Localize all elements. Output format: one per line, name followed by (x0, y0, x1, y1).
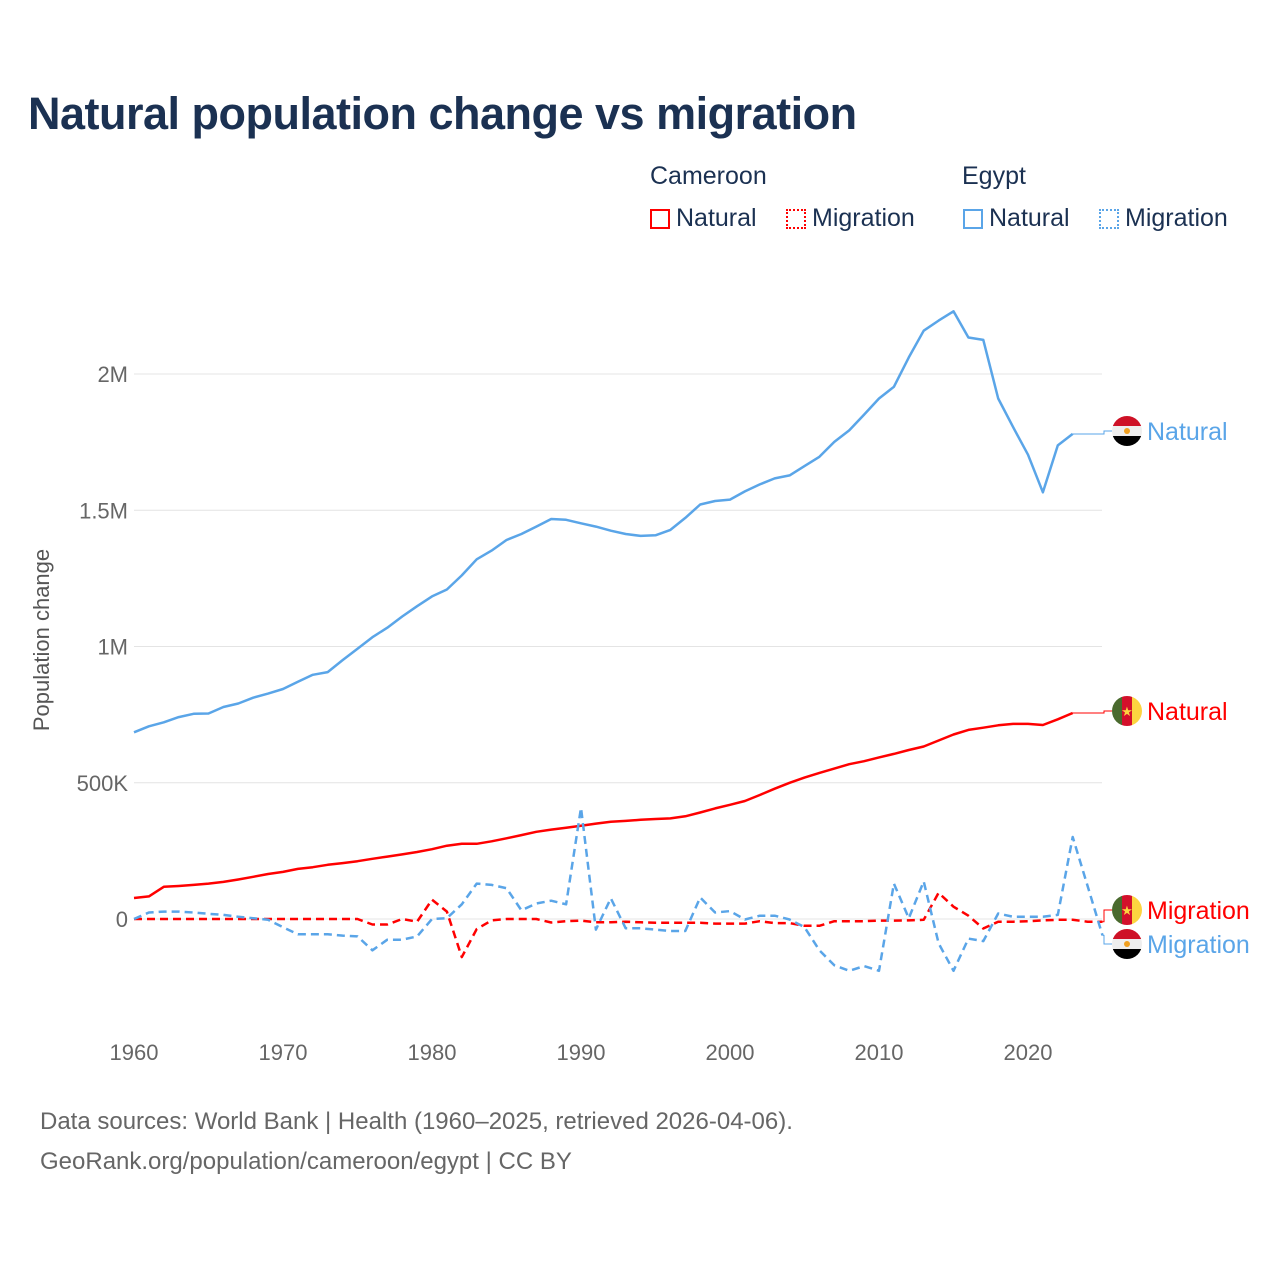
flag-eagle (1124, 941, 1130, 947)
source-url[interactable]: GeoRank.org/population/cameroon/egypt | … (40, 1148, 572, 1175)
y-tick-label: 2M (97, 362, 128, 387)
flag-stripe (1122, 895, 1132, 925)
flag-egypt-icon (1112, 416, 1142, 446)
x-tick-label: 2000 (706, 1040, 755, 1065)
legend-swatch-dotted-icon (786, 208, 806, 229)
legend-group-egypt: Egypt (962, 162, 1026, 190)
flag-star: ★ (1121, 704, 1133, 719)
legend-label: Natural (676, 204, 757, 232)
x-tick-label: 2020 (1004, 1040, 1053, 1065)
source-note: Data sources: World Bank | Health (1960–… (40, 1108, 793, 1135)
flag-body (1112, 929, 1142, 959)
flag-stripe (1132, 696, 1142, 726)
flag-stripe (1132, 895, 1142, 925)
legend-label: Migration (812, 204, 915, 232)
legend-item-cameroon-migration[interactable]: Migration (786, 204, 915, 233)
y-tick-label: 1.5M (79, 498, 128, 523)
y-tick-label: 500K (77, 771, 129, 796)
legend-swatch-solid-icon (963, 208, 983, 229)
y-tick-label: 0 (116, 907, 128, 932)
series-end-label: Migration (1147, 931, 1250, 959)
label-connector (1072, 430, 1112, 435)
x-tick-label: 1990 (557, 1040, 606, 1065)
flag-stripe (1112, 949, 1142, 959)
flag-stripe (1112, 929, 1142, 939)
legend-swatch-dotted-icon (1099, 208, 1119, 229)
legend-swatch-solid-icon (650, 208, 670, 229)
series-end-label: Migration (1147, 897, 1250, 925)
flag-egypt-icon (1112, 929, 1142, 959)
legend-item-egypt-natural[interactable]: Natural (963, 204, 1070, 233)
flag-stripe (1112, 416, 1142, 426)
flag-body: ★ (1112, 895, 1142, 925)
flag-body (1112, 416, 1142, 446)
x-tick-label: 1970 (259, 1040, 308, 1065)
x-tick-label: 1960 (110, 1040, 159, 1065)
flag-cameroon-icon: ★ (1112, 895, 1142, 925)
legend-label: Natural (989, 204, 1070, 232)
chart-title: Natural population change vs migration (28, 88, 857, 139)
flag-eagle (1124, 428, 1130, 434)
flag-stripe (1112, 895, 1122, 925)
series-line-egypt-natural (133, 310, 1074, 734)
flag-star: ★ (1121, 903, 1133, 918)
series-end-label: Natural (1147, 418, 1228, 446)
series-line-egypt-migration (133, 806, 1104, 973)
legend-item-cameroon-natural[interactable]: Natural (650, 204, 757, 233)
legend-group-cameroon: Cameroon (650, 162, 767, 190)
legend-item-egypt-migration[interactable]: Migration (1099, 204, 1228, 233)
y-tick-label: 1M (97, 635, 128, 660)
label-connector (1102, 934, 1112, 945)
series-end-label: Natural (1147, 698, 1228, 726)
x-tick-label: 2010 (855, 1040, 904, 1065)
flag-stripe (1112, 696, 1122, 726)
label-connector (1072, 710, 1112, 714)
label-connector (1102, 909, 1112, 923)
flag-body: ★ (1112, 696, 1142, 726)
flag-cameroon-icon: ★ (1112, 696, 1142, 726)
series-line-cameroon-natural (133, 711, 1074, 900)
flag-stripe (1122, 696, 1132, 726)
flag-stripe (1112, 436, 1142, 446)
series-line-cameroon-migration (134, 891, 1103, 959)
x-tick-label: 1980 (408, 1040, 457, 1065)
legend-label: Migration (1125, 204, 1228, 232)
